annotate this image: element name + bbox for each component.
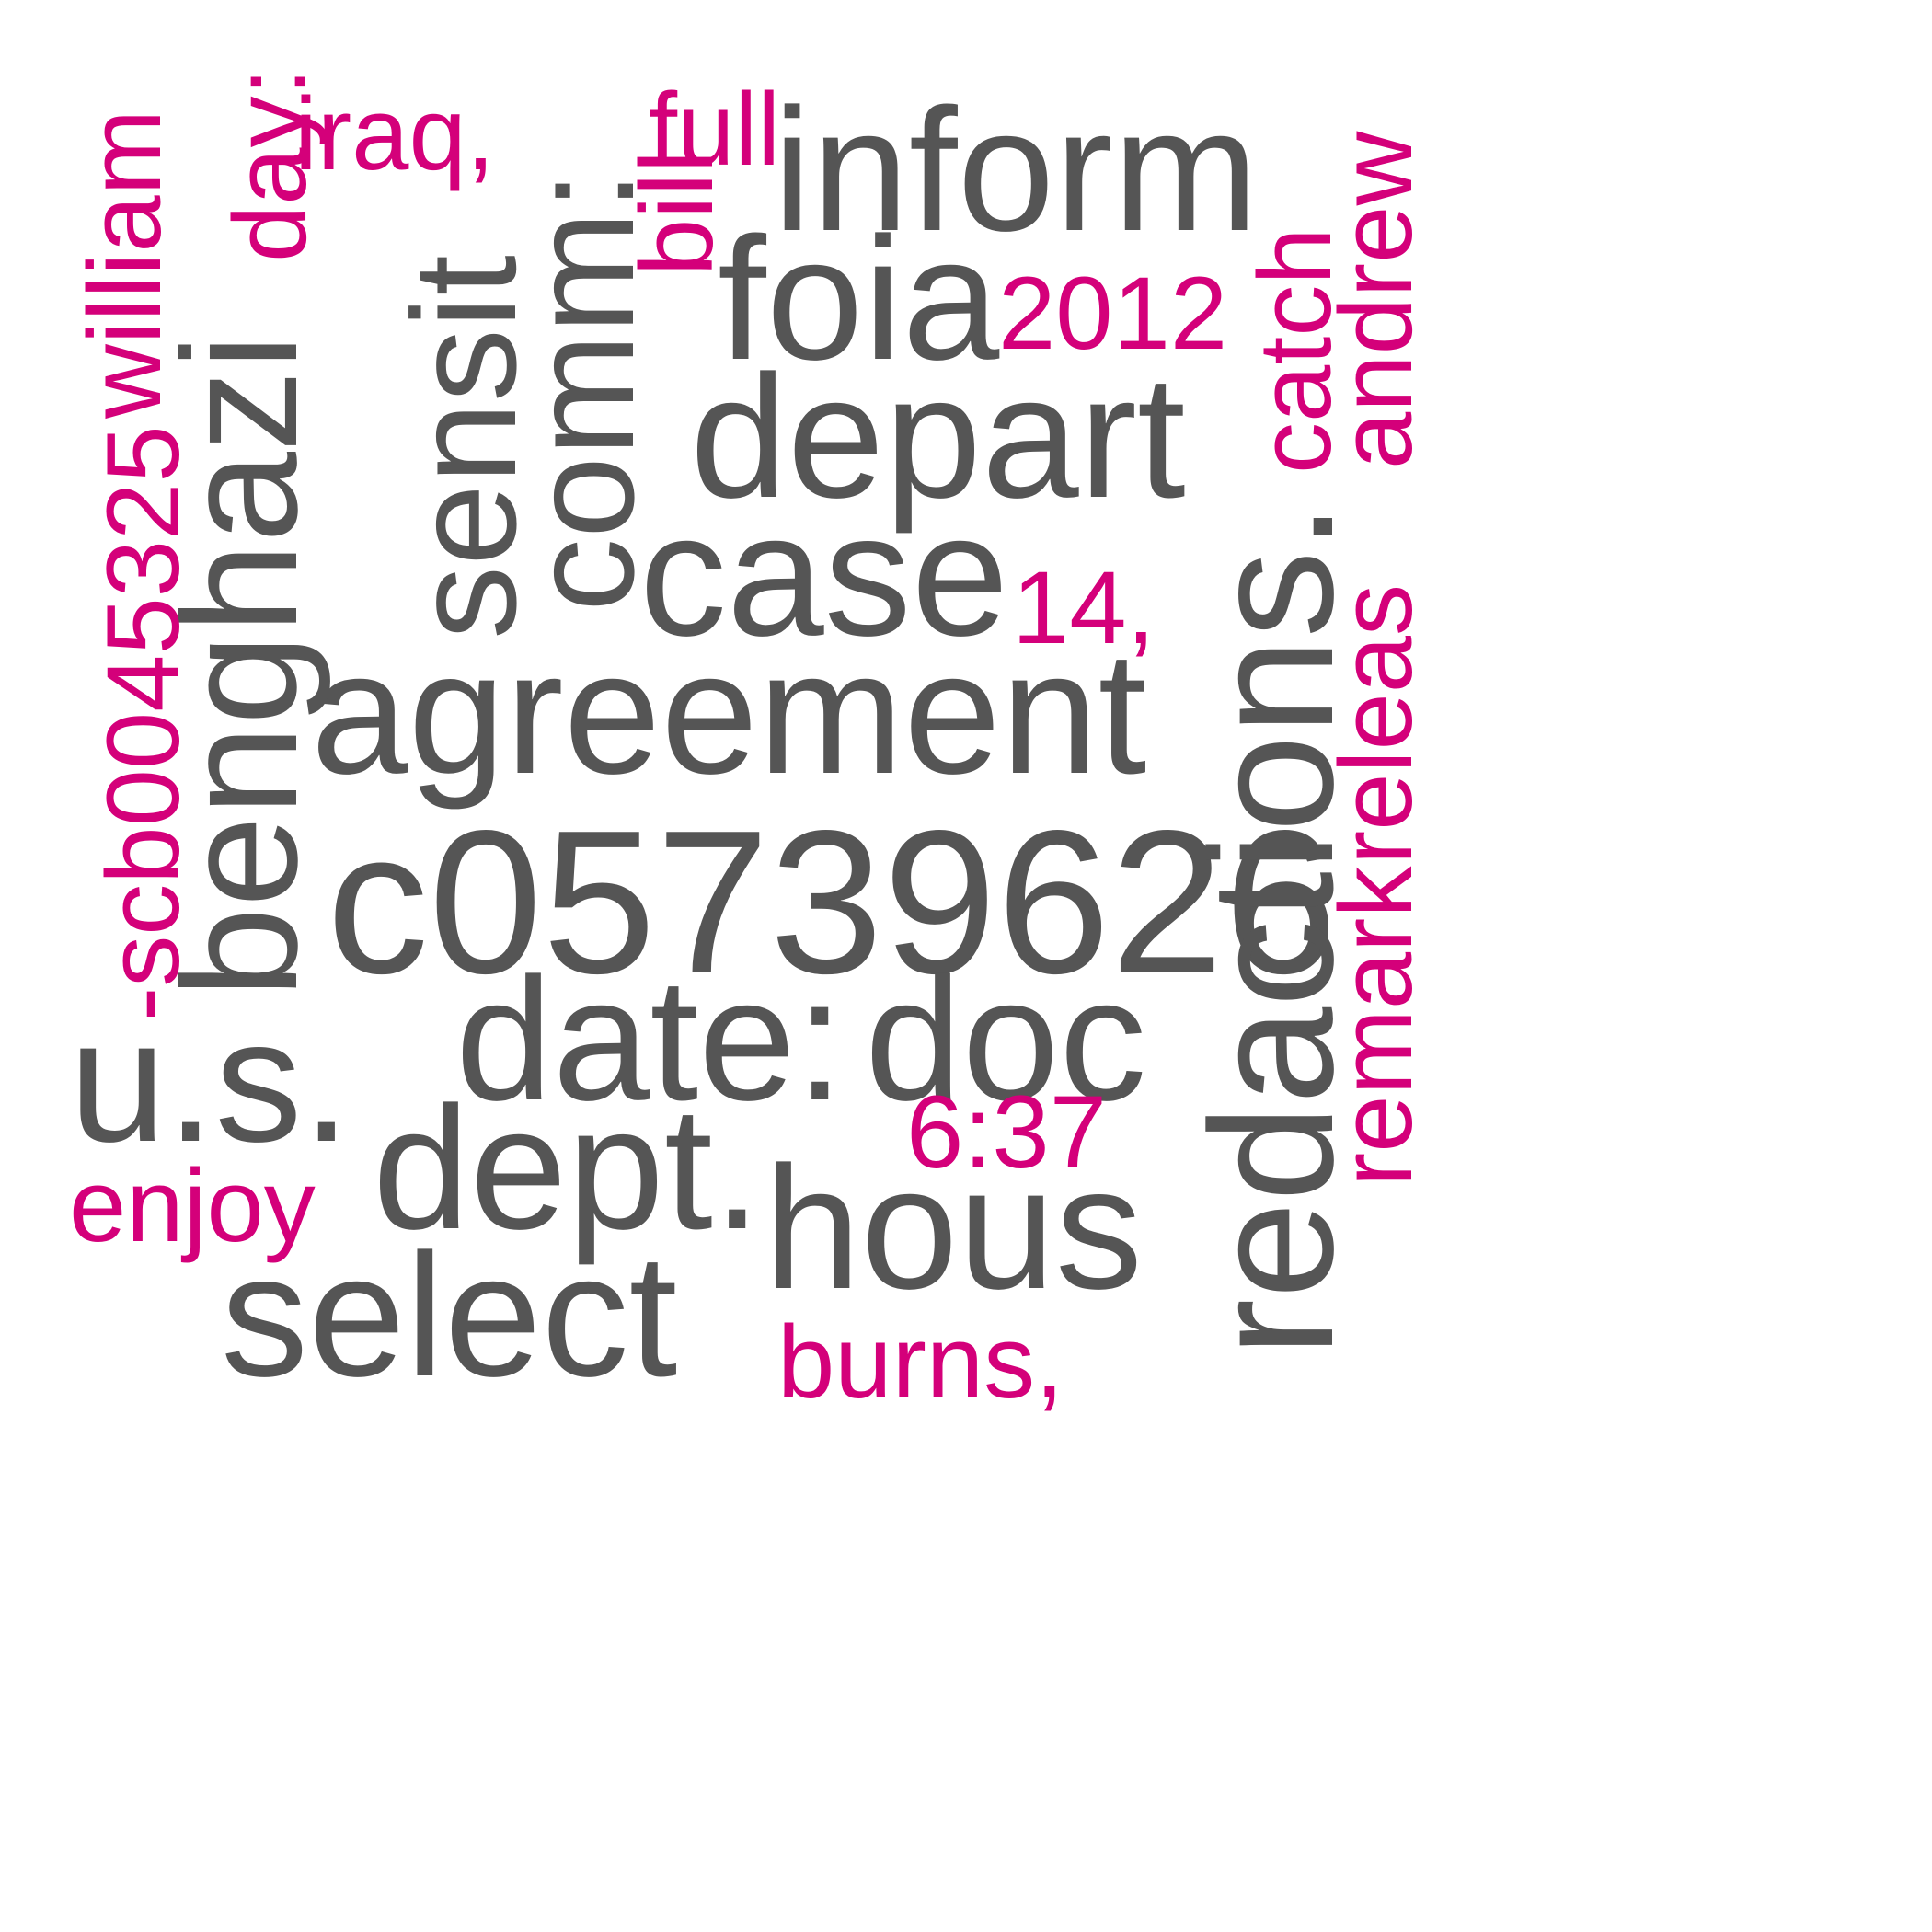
word-dept: dept. bbox=[373, 1071, 762, 1266]
word-inform: inform bbox=[773, 73, 1259, 268]
word-scb0045325: -scb0045325 bbox=[86, 425, 201, 1021]
word-14: 14, bbox=[1012, 550, 1156, 665]
word-637: 6:37 bbox=[906, 1075, 1107, 1190]
word-c05739626: c05739626 bbox=[327, 788, 1338, 1017]
word-hous: hous bbox=[764, 1131, 1144, 1326]
word-remark: remark bbox=[1318, 866, 1433, 1187]
word-select: select bbox=[221, 1218, 678, 1413]
word-day: day: bbox=[213, 67, 328, 262]
word-foia: foia bbox=[718, 201, 1000, 397]
word-releas: releas bbox=[1318, 583, 1433, 865]
word-doc: doc bbox=[865, 942, 1147, 1137]
word-case: case bbox=[639, 477, 1009, 673]
word-us: u.s. bbox=[69, 983, 351, 1179]
word-bill: bill bbox=[619, 150, 734, 276]
word-depart: depart bbox=[690, 339, 1186, 535]
word-iraq: iraq, bbox=[294, 76, 495, 191]
word-date: date: bbox=[455, 942, 845, 1137]
word-2012: 2012 bbox=[998, 256, 1228, 371]
word-burns: burns, bbox=[777, 1305, 1064, 1420]
word-full: full bbox=[649, 72, 781, 187]
word-enjoy: enjoy bbox=[69, 1148, 316, 1263]
word-agreement: agreement bbox=[311, 615, 1147, 811]
word-andrew: andrew bbox=[1318, 131, 1433, 469]
word-william: william bbox=[67, 109, 182, 419]
